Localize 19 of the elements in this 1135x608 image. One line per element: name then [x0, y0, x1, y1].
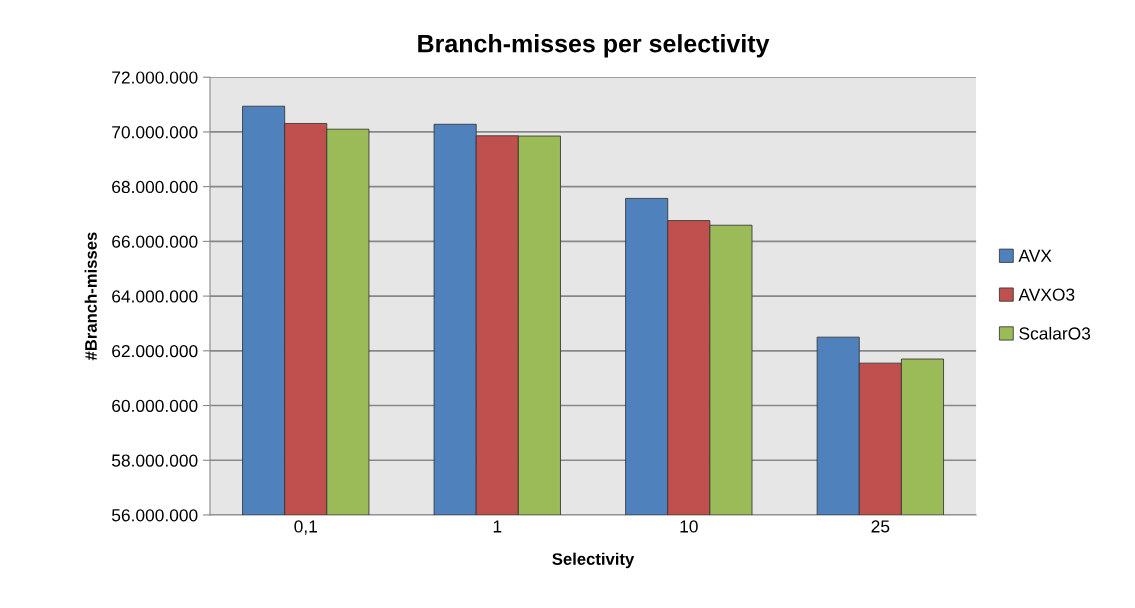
y-tick-label: 66.000.000: [112, 235, 198, 248]
legend-label: ScalarO3: [1019, 326, 1091, 340]
legend-label: AVXO3: [1018, 288, 1075, 301]
y-tick-label: 56.000.000: [111, 509, 198, 522]
y-tick-label: 70.000.000: [112, 126, 198, 139]
x-axis-title: Selectivity: [552, 552, 635, 569]
y-axis-title: #Branch-misses: [84, 232, 97, 361]
y-tick-label: 72.000.000: [112, 71, 198, 84]
y-tick-label: 64.000.000: [112, 290, 198, 303]
y-tick-label: 60.000.000: [112, 399, 198, 412]
x-tick-label: 1: [493, 520, 502, 533]
y-tick-label: 58.000.000: [111, 454, 198, 467]
y-tick-label: 62.000.000: [112, 344, 198, 358]
chart-title: Branch-misses per selectivity: [418, 34, 770, 58]
y-tick-label: 68.000.000: [112, 180, 198, 194]
legend-label: AVX: [1018, 249, 1052, 262]
x-tick-label: 25: [871, 520, 890, 533]
x-tick-label: 0,1: [294, 520, 317, 535]
x-tick-label: 10: [680, 520, 698, 533]
